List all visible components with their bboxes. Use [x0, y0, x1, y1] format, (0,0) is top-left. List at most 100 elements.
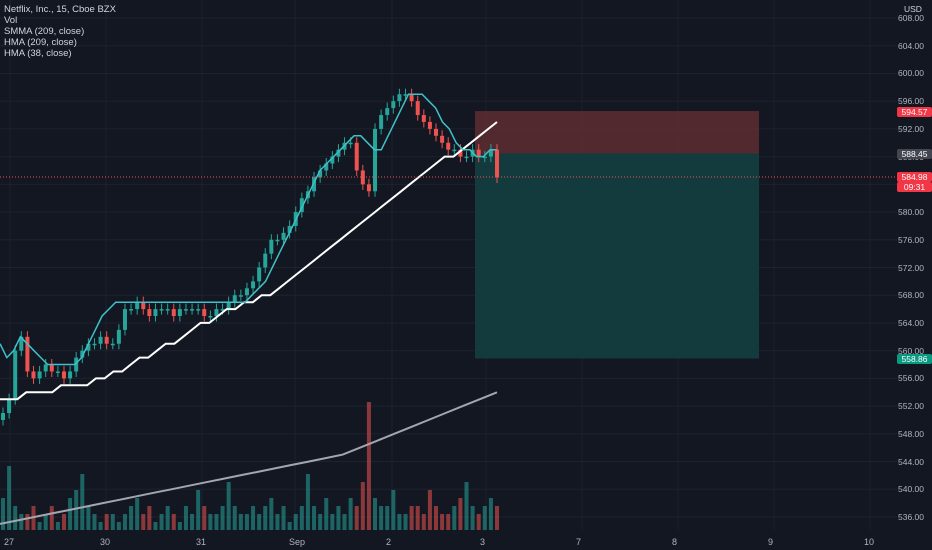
- volume-bar: [19, 514, 24, 530]
- candle-body: [74, 357, 79, 372]
- legend: Netflix, Inc., 15, Cboe BZX Vol SMMA (20…: [4, 4, 116, 59]
- volume-bar: [214, 514, 219, 530]
- hma-209-line: [0, 121, 498, 401]
- volume-bar: [299, 506, 304, 530]
- volume-bar: [98, 522, 103, 530]
- candle-body: [238, 295, 243, 297]
- candle-body: [360, 170, 365, 185]
- candle-body: [159, 309, 164, 311]
- candle-body: [312, 177, 317, 192]
- candle-body: [141, 302, 146, 310]
- countdown-label: 09:31: [897, 182, 932, 192]
- legend-smma: SMMA (209, close): [4, 26, 85, 37]
- candle-body: [68, 371, 73, 379]
- volume-bar: [409, 506, 414, 530]
- volume-bar: [458, 498, 463, 530]
- volume-bar: [269, 498, 274, 530]
- volume-bar: [104, 514, 109, 530]
- volume-bar: [440, 514, 445, 530]
- price-tick: 556.00: [898, 373, 924, 384]
- candle-body: [49, 364, 54, 372]
- price-tick: 608.00: [898, 13, 924, 23]
- time-tick: 31: [196, 537, 207, 547]
- volume-bar: [7, 466, 12, 530]
- volume-bar: [385, 506, 390, 530]
- candle-body: [482, 156, 487, 159]
- volume-bar: [220, 506, 225, 530]
- time-tick: Sep: [289, 537, 306, 547]
- volume-bar: [312, 506, 317, 530]
- candle-body: [348, 142, 353, 145]
- candle-body: [55, 371, 60, 373]
- candles: [1, 88, 499, 426]
- currency-label[interactable]: USD: [904, 4, 922, 14]
- volume-bar: [446, 514, 451, 530]
- candle-body: [354, 142, 359, 171]
- position-zones: [475, 111, 759, 359]
- time-tick: 3: [480, 537, 486, 547]
- candle-body: [476, 149, 481, 157]
- candle-body: [171, 309, 176, 317]
- legend-hma-209: HMA (209, close): [4, 37, 77, 48]
- volume-bar: [464, 482, 469, 530]
- price-axis: [897, 0, 932, 530]
- volume-bar: [305, 474, 310, 530]
- candle-body: [61, 371, 66, 379]
- volume-bar: [360, 482, 365, 530]
- price-tick: 568.00: [898, 290, 924, 301]
- volume-bar: [183, 506, 188, 530]
- candle-body: [19, 336, 24, 351]
- price-tick: 552.00: [898, 401, 924, 412]
- candle-body: [202, 309, 207, 317]
- candle-body: [244, 288, 249, 296]
- candle-body: [495, 149, 499, 178]
- candle-body: [287, 225, 292, 233]
- volume-bar: [348, 498, 353, 530]
- volume-bar: [470, 506, 475, 530]
- volume-bar: [476, 514, 481, 530]
- candle-body: [196, 309, 201, 311]
- volume-bar: [110, 514, 115, 530]
- candle-body: [324, 163, 329, 171]
- candle-body: [440, 135, 445, 143]
- candle-body: [208, 316, 213, 318]
- legend-hma-38: HMA (38, close): [4, 48, 72, 59]
- candle-body: [318, 170, 323, 178]
- volume-bar: [318, 514, 323, 530]
- volume-bar: [1, 498, 5, 530]
- candle-body: [31, 371, 36, 379]
- candle-body: [86, 343, 91, 351]
- price-tick: 596.00: [898, 96, 924, 107]
- candle-body: [165, 309, 170, 311]
- volume-bar: [452, 506, 457, 530]
- hma-38-line: [0, 93, 497, 366]
- candle-body: [330, 156, 335, 164]
- candle-body: [427, 121, 432, 129]
- candle-body: [336, 149, 341, 157]
- volume-bar: [391, 490, 396, 530]
- price-tick: 548.00: [898, 428, 924, 439]
- volume-bar: [190, 514, 195, 530]
- volume-bar: [153, 522, 158, 530]
- candle-body: [116, 329, 121, 344]
- time-tick: 2: [386, 537, 392, 547]
- price-tick: 592.00: [898, 123, 924, 134]
- volume-bar: [287, 522, 292, 530]
- volume-bar: [61, 514, 66, 530]
- candle-body: [421, 115, 426, 122]
- volume-bar: [122, 514, 127, 530]
- volume-bar: [421, 514, 426, 530]
- candle-body: [415, 101, 420, 116]
- volume-bar: [281, 506, 286, 530]
- candle-body: [446, 142, 451, 150]
- price-tick: 540.00: [898, 484, 924, 495]
- candle-body: [464, 156, 469, 159]
- candle-body: [452, 149, 457, 152]
- candle-body: [391, 101, 396, 109]
- volume-bar: [244, 514, 249, 530]
- candle-body: [190, 309, 195, 311]
- volume-bar: [488, 498, 493, 530]
- volume-bar: [135, 498, 140, 530]
- volume-bar: [415, 506, 420, 530]
